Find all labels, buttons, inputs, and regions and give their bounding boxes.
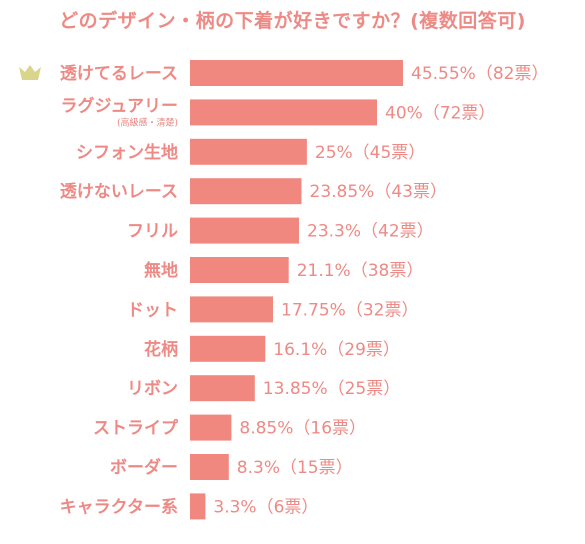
data-label: 23.85%（43票） bbox=[310, 182, 447, 202]
bar bbox=[190, 257, 289, 283]
crown-icon bbox=[19, 65, 41, 80]
data-label: 25%（45票） bbox=[315, 143, 425, 163]
bar bbox=[190, 454, 229, 480]
category-label: 無地 bbox=[144, 260, 178, 281]
bar bbox=[190, 60, 403, 86]
category-label: 透けてるレース bbox=[60, 63, 178, 84]
bar bbox=[190, 217, 299, 244]
data-label: 17.75%（32票） bbox=[281, 300, 418, 320]
data-label: 16.1%（29票） bbox=[273, 340, 400, 360]
data-label: 8.85%（16票） bbox=[239, 419, 366, 439]
category-label: リボン bbox=[127, 379, 178, 399]
category-label: ボーダー bbox=[110, 457, 178, 478]
data-label: 40%（72票） bbox=[385, 103, 495, 123]
bar bbox=[190, 178, 302, 205]
category-label: フリル bbox=[127, 222, 178, 242]
bar bbox=[190, 414, 232, 441]
category-label: ストライプ bbox=[93, 418, 179, 439]
bar bbox=[190, 375, 255, 402]
bar bbox=[190, 138, 307, 165]
category-label: シフォン生地 bbox=[76, 142, 178, 163]
data-label: 8.3%（15票） bbox=[237, 458, 353, 478]
bar bbox=[190, 335, 266, 362]
category-label: キャラクター系 bbox=[60, 497, 178, 517]
data-label: 23.3%（42票） bbox=[307, 222, 434, 242]
chart-title: どのデザイン・柄の下着が好きですか？(複数回答可) bbox=[59, 10, 526, 32]
bar bbox=[190, 99, 377, 126]
bar bbox=[190, 493, 206, 520]
data-label: 13.85%（25票） bbox=[263, 379, 400, 399]
category-label: ラグジュアリー bbox=[61, 95, 178, 116]
category-label: 花柄 bbox=[144, 339, 178, 360]
data-label: 45.55%（82票） bbox=[411, 64, 548, 84]
data-label: 21.1%（38票） bbox=[297, 261, 424, 281]
category-sublabel: (高級感・清楚) bbox=[117, 116, 178, 128]
bar bbox=[190, 296, 273, 323]
data-label: 3.3%（6票） bbox=[213, 497, 318, 517]
category-label: 透けないレース bbox=[60, 181, 178, 202]
category-label: ドット bbox=[127, 300, 178, 320]
